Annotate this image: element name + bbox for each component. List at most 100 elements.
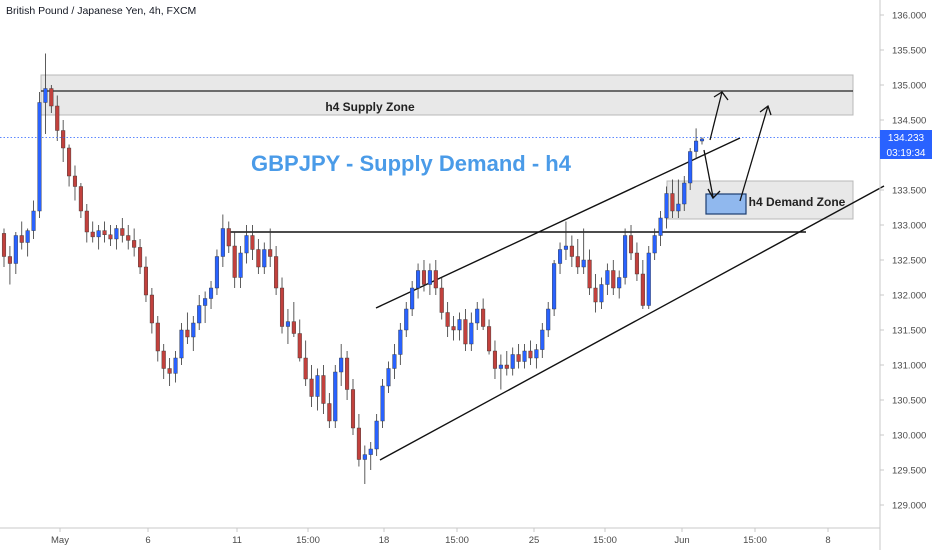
price-tick-label: 133.500: [892, 186, 926, 197]
candle-body: [232, 245, 237, 278]
candle-body: [640, 273, 645, 306]
candle-body: [682, 182, 687, 205]
candle-body: [593, 287, 598, 303]
time-tick-label: 6: [145, 535, 150, 546]
candle-body: [552, 263, 557, 310]
candle: [256, 239, 261, 274]
time-tick-label: Jun: [674, 535, 689, 546]
candle: [540, 323, 545, 358]
candle-body: [599, 284, 604, 303]
candle-body: [220, 228, 225, 257]
candle: [72, 165, 78, 201]
candle: [37, 92, 42, 218]
candle: [303, 340, 308, 386]
candle-body: [25, 230, 30, 243]
candle: [640, 260, 645, 309]
candle: [463, 309, 468, 351]
candle-body: [250, 235, 255, 250]
candle: [31, 200, 36, 239]
candle-body: [380, 385, 385, 422]
price-tick-label: 132.500: [892, 256, 926, 267]
candle-body: [291, 321, 296, 334]
candle: [427, 263, 432, 295]
candle: [487, 319, 492, 355]
candle: [356, 414, 361, 467]
candle: [445, 302, 450, 337]
candle: [534, 344, 539, 369]
candle: [49, 85, 54, 113]
candle-body: [132, 240, 137, 248]
candle: [516, 344, 521, 369]
candle: [510, 347, 515, 376]
price-tick-label: 131.500: [892, 326, 926, 337]
candle: [623, 228, 628, 285]
time-tick-label: 15:00: [593, 535, 617, 546]
candle-body: [203, 298, 208, 306]
candle: [315, 368, 320, 411]
candle: [61, 120, 66, 162]
candle: [664, 186, 669, 229]
candle: [670, 179, 675, 218]
candle-body: [634, 252, 639, 275]
candle-body: [244, 235, 249, 254]
candle: [345, 351, 350, 400]
candle-body: [13, 235, 18, 264]
time-tick-label: 15:00: [445, 535, 469, 546]
arrow-down-path: [703, 149, 714, 198]
candle: [404, 302, 409, 337]
candle-body: [558, 249, 563, 264]
candle: [652, 228, 657, 260]
candle-body: [256, 249, 261, 268]
candle-body: [492, 350, 497, 369]
price-tick-label: 136.000: [892, 11, 926, 22]
candle-body: [676, 203, 681, 212]
candle-body: [102, 230, 107, 236]
candle-body: [498, 364, 503, 369]
candle: [634, 242, 639, 281]
candle: [220, 214, 225, 267]
candle: [457, 312, 462, 341]
arrow-up-path-2: [739, 105, 769, 202]
candle-body: [628, 235, 634, 254]
candle-body: [664, 193, 669, 219]
candle: [285, 309, 290, 344]
candle: [688, 148, 693, 190]
candle: [126, 225, 131, 250]
candle-body: [445, 312, 450, 327]
candle: [250, 225, 255, 260]
candle: [587, 249, 592, 295]
candle: [451, 316, 456, 341]
arrow-up-head-2: [759, 104, 772, 116]
candle-body: [427, 270, 432, 285]
candle-body: [410, 287, 415, 310]
candle-body: [392, 354, 397, 369]
demand-zone-box: [666, 180, 854, 220]
candle-body: [333, 371, 338, 422]
candle-body: [274, 256, 279, 289]
candle: [268, 228, 273, 267]
candle: [611, 260, 616, 295]
candle: [55, 95, 60, 141]
candle-body: [350, 389, 356, 429]
time-tick-label: 8: [825, 535, 830, 546]
candle-body: [563, 245, 568, 250]
candle-body: [61, 130, 66, 149]
price-tick-label: 131.000: [892, 361, 926, 372]
candle: [108, 225, 113, 246]
time-axis[interactable]: May 6 11 15:00 18 15:00 25 15:00 Jun 15:00 8: [0, 527, 880, 546]
candle-body: [694, 140, 699, 152]
candle: [321, 365, 326, 414]
candle-body: [386, 368, 391, 387]
candle: [552, 260, 557, 316]
candle-body: [457, 319, 462, 331]
candle: [380, 379, 385, 428]
candle: [439, 277, 444, 320]
candle: [179, 323, 184, 365]
candle: [279, 277, 285, 334]
candle-body: [138, 247, 143, 268]
candle: [309, 365, 314, 407]
plot-area[interactable]: h4 Supply Zone h4 Demand Zone: [0, 53, 885, 485]
candle: [339, 344, 344, 386]
candle-body: [1, 233, 7, 257]
